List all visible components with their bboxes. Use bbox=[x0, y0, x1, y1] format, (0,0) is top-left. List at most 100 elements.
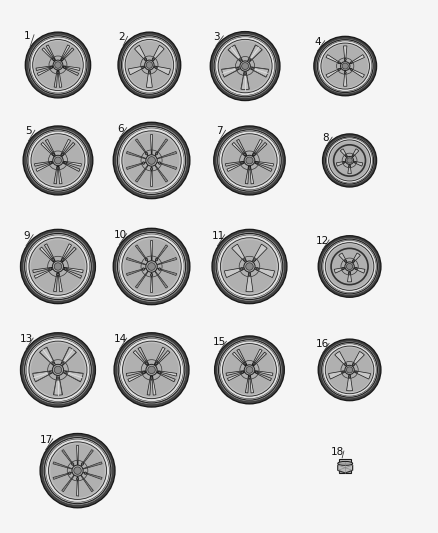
Ellipse shape bbox=[71, 463, 74, 465]
Ellipse shape bbox=[325, 243, 374, 290]
Polygon shape bbox=[339, 253, 347, 263]
Polygon shape bbox=[128, 372, 146, 382]
Polygon shape bbox=[348, 165, 351, 174]
Polygon shape bbox=[335, 351, 347, 366]
Polygon shape bbox=[252, 244, 267, 262]
Polygon shape bbox=[157, 257, 177, 265]
Polygon shape bbox=[226, 370, 244, 376]
Polygon shape bbox=[222, 67, 240, 77]
Polygon shape bbox=[63, 67, 78, 76]
Polygon shape bbox=[226, 161, 244, 166]
Text: 3: 3 bbox=[213, 32, 220, 42]
Ellipse shape bbox=[248, 273, 251, 276]
Text: 13: 13 bbox=[20, 334, 33, 344]
Ellipse shape bbox=[49, 442, 106, 499]
Ellipse shape bbox=[212, 229, 287, 304]
Ellipse shape bbox=[124, 239, 179, 294]
Ellipse shape bbox=[26, 338, 90, 401]
Text: 17: 17 bbox=[39, 435, 53, 445]
Polygon shape bbox=[233, 352, 246, 366]
Ellipse shape bbox=[244, 155, 255, 166]
Ellipse shape bbox=[354, 161, 356, 163]
Ellipse shape bbox=[52, 259, 54, 261]
Ellipse shape bbox=[152, 58, 155, 60]
Ellipse shape bbox=[240, 61, 251, 71]
Polygon shape bbox=[54, 166, 58, 184]
Ellipse shape bbox=[321, 43, 370, 89]
Ellipse shape bbox=[145, 362, 148, 365]
Ellipse shape bbox=[155, 152, 158, 155]
Ellipse shape bbox=[120, 34, 179, 96]
Polygon shape bbox=[336, 161, 346, 166]
Ellipse shape bbox=[21, 333, 95, 407]
Ellipse shape bbox=[118, 32, 181, 98]
Ellipse shape bbox=[248, 59, 251, 61]
Polygon shape bbox=[228, 45, 243, 62]
Ellipse shape bbox=[124, 133, 179, 188]
Polygon shape bbox=[81, 450, 93, 466]
Ellipse shape bbox=[345, 262, 354, 271]
Text: 9: 9 bbox=[23, 231, 30, 241]
Ellipse shape bbox=[113, 122, 190, 199]
Ellipse shape bbox=[345, 364, 346, 366]
Text: 5: 5 bbox=[25, 126, 32, 136]
Ellipse shape bbox=[222, 134, 277, 187]
Ellipse shape bbox=[216, 128, 283, 193]
Polygon shape bbox=[241, 71, 249, 90]
Polygon shape bbox=[54, 70, 58, 87]
Polygon shape bbox=[135, 271, 148, 288]
Ellipse shape bbox=[29, 341, 87, 399]
Ellipse shape bbox=[327, 138, 372, 183]
Ellipse shape bbox=[323, 240, 376, 293]
Polygon shape bbox=[157, 162, 177, 169]
Polygon shape bbox=[83, 472, 102, 479]
Ellipse shape bbox=[81, 463, 84, 465]
Polygon shape bbox=[354, 268, 365, 273]
Ellipse shape bbox=[53, 365, 64, 375]
Ellipse shape bbox=[242, 63, 249, 69]
Ellipse shape bbox=[338, 462, 353, 465]
Ellipse shape bbox=[64, 66, 66, 68]
Ellipse shape bbox=[342, 268, 344, 270]
Polygon shape bbox=[245, 375, 249, 393]
Polygon shape bbox=[36, 66, 53, 70]
Ellipse shape bbox=[121, 36, 177, 94]
Polygon shape bbox=[255, 268, 275, 278]
Polygon shape bbox=[155, 271, 168, 288]
Ellipse shape bbox=[349, 376, 350, 378]
Polygon shape bbox=[60, 347, 76, 366]
Polygon shape bbox=[77, 446, 78, 465]
Ellipse shape bbox=[318, 339, 381, 401]
Ellipse shape bbox=[27, 130, 89, 191]
Polygon shape bbox=[155, 165, 168, 182]
Ellipse shape bbox=[317, 39, 373, 93]
Polygon shape bbox=[151, 240, 152, 261]
Ellipse shape bbox=[349, 272, 350, 274]
Polygon shape bbox=[254, 163, 272, 172]
Ellipse shape bbox=[142, 66, 144, 68]
Polygon shape bbox=[64, 268, 83, 273]
Ellipse shape bbox=[150, 167, 153, 170]
Ellipse shape bbox=[321, 343, 378, 397]
Polygon shape bbox=[33, 268, 52, 273]
Ellipse shape bbox=[31, 343, 85, 397]
Ellipse shape bbox=[345, 260, 346, 262]
Polygon shape bbox=[135, 139, 148, 156]
Ellipse shape bbox=[64, 268, 67, 270]
Ellipse shape bbox=[28, 131, 88, 190]
Ellipse shape bbox=[210, 31, 280, 101]
Polygon shape bbox=[135, 165, 148, 182]
Polygon shape bbox=[146, 70, 152, 87]
Ellipse shape bbox=[240, 268, 243, 270]
Ellipse shape bbox=[248, 167, 251, 169]
Ellipse shape bbox=[55, 62, 61, 68]
Text: 18: 18 bbox=[331, 447, 344, 457]
Text: 7: 7 bbox=[215, 126, 223, 136]
Text: 15: 15 bbox=[213, 337, 226, 348]
Polygon shape bbox=[53, 462, 72, 469]
Ellipse shape bbox=[237, 67, 239, 69]
Polygon shape bbox=[41, 142, 54, 157]
Ellipse shape bbox=[145, 60, 154, 70]
Polygon shape bbox=[346, 375, 353, 391]
Polygon shape bbox=[157, 151, 177, 159]
